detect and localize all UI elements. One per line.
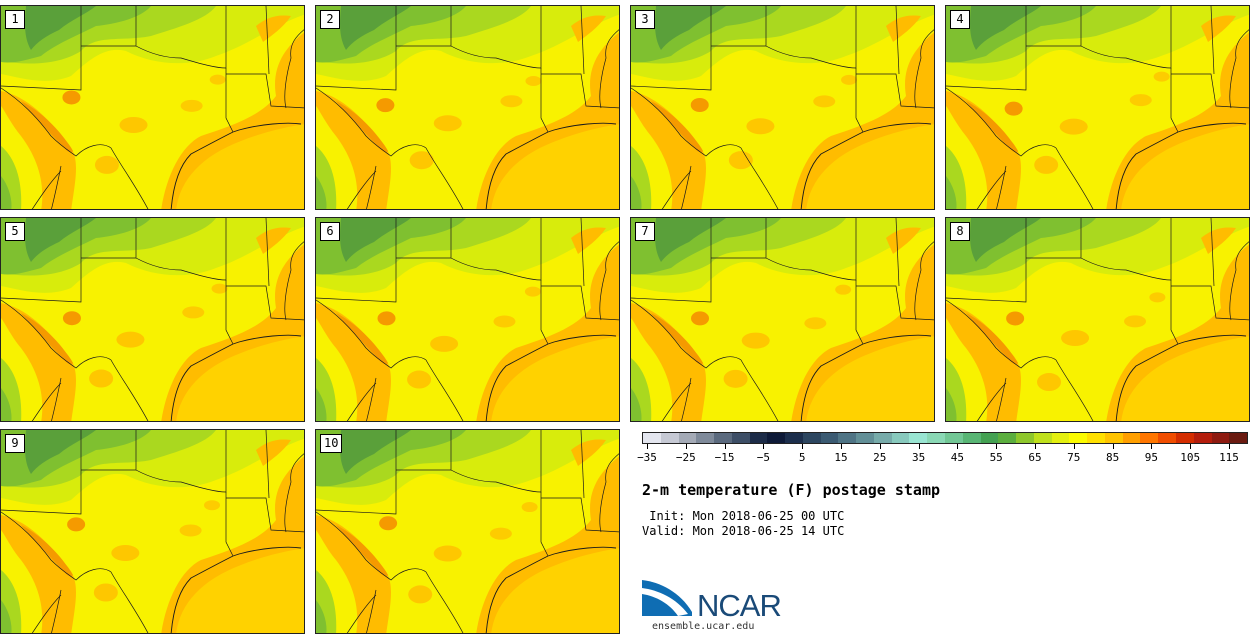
ensemble-member-map-3: 3 — [630, 5, 935, 210]
colorbar-swatch — [1033, 433, 1052, 443]
colorbar-tick — [1190, 444, 1192, 449]
colorbar-tick — [918, 444, 920, 449]
colorbar-swatch — [820, 433, 839, 443]
member-number-label: 7 — [635, 222, 655, 241]
member-number-label: 9 — [5, 434, 25, 453]
colorbar-swatch — [749, 433, 768, 443]
ncar-wordmark: NCAR — [697, 588, 782, 623]
colorbar-swatch — [980, 433, 999, 443]
colorbar-swatch — [802, 433, 821, 443]
colorbar-tick — [1073, 444, 1075, 449]
colorbar-tick-label: 105 — [1180, 451, 1201, 464]
colorbar-tick-label: 55 — [989, 451, 1003, 464]
colorbar-tick — [1112, 444, 1114, 449]
colorbar-tick-label: 35 — [911, 451, 926, 464]
member-number-label: 6 — [320, 222, 340, 241]
colorbar-tick — [724, 444, 726, 449]
colorbar-tick — [1151, 444, 1153, 449]
colorbar-swatch — [945, 433, 963, 443]
colorbar-swatch — [1069, 433, 1088, 443]
colorbar-swatch — [1229, 433, 1248, 443]
ensemble-member-map-5: 5 — [0, 217, 305, 422]
colorbar-swatch — [856, 433, 874, 443]
colorbar-swatch — [714, 433, 732, 443]
colorbar-tick-label: 115 — [1219, 451, 1239, 464]
ensemble-member-map-6: 6 — [315, 217, 620, 422]
member-number-label: 8 — [950, 222, 970, 241]
ncar-swoosh-icon — [642, 580, 692, 616]
member-number-label: 1 — [5, 10, 25, 29]
ensemble-member-map-9: 9 — [0, 429, 305, 634]
member-number-label: 4 — [950, 10, 970, 29]
colorbar-swatch — [1140, 433, 1159, 443]
colorbar-tick — [841, 444, 842, 449]
colorbar-tick-label: 65 — [1028, 451, 1042, 464]
member-number-label: 3 — [635, 10, 655, 29]
colorbar-swatch — [1087, 433, 1105, 443]
ensemble-member-map-8: 8 — [945, 217, 1250, 422]
colorbar-tick — [1229, 444, 1230, 449]
colorbar-swatch — [1122, 433, 1141, 443]
figure-title: 2-m temperature (F) postage stamp — [642, 481, 941, 499]
colorbar-tick-label: −15 — [714, 451, 735, 464]
colorbar-tick — [802, 444, 804, 449]
colorbar-tick — [763, 444, 765, 449]
member-number-label: 10 — [320, 434, 343, 453]
colorbar-tick-label: 5 — [798, 451, 806, 464]
colorbar-swatch — [1016, 433, 1034, 443]
colorbar-swatch — [643, 433, 661, 443]
colorbar-swatch — [660, 433, 679, 443]
colorbar-tick-label: 15 — [834, 451, 848, 464]
colorbar-swatch — [1051, 433, 1070, 443]
colorbar-tick-label: 25 — [873, 451, 887, 464]
colorbar-tick-label: 75 — [1067, 451, 1081, 464]
colorbar-swatch — [909, 433, 928, 443]
colorbar-swatch — [678, 433, 697, 443]
colorbar-swatch — [1158, 433, 1176, 443]
colorbar-tick-label: −5 — [756, 451, 771, 464]
valid-time: Valid: Mon 2018-06-25 14 UTC — [642, 524, 845, 538]
colorbar-tick-label: −25 — [675, 451, 696, 464]
colorbar-swatch — [927, 433, 946, 443]
colorbar-swatch — [873, 433, 892, 443]
colorbar-tick-label: 45 — [950, 451, 965, 464]
colorbar-swatch — [1104, 433, 1123, 443]
ensemble-member-map-10: 10 — [315, 429, 620, 634]
colorbar-tick — [996, 444, 998, 449]
ensemble-member-map-1: 1 — [0, 5, 305, 210]
member-number-label: 2 — [320, 10, 340, 29]
init-time: Init: Mon 2018-06-25 00 UTC — [642, 509, 845, 523]
colorbar-tick — [647, 444, 648, 449]
colorbar-swatch — [696, 433, 715, 443]
logo-url: ensemble.ucar.edu — [652, 621, 755, 632]
colorbar-swatch — [731, 433, 750, 443]
colorbar-tick — [879, 444, 881, 449]
member-number-label: 5 — [5, 222, 25, 241]
colorbar-swatch — [998, 433, 1017, 443]
ensemble-member-map-4: 4 — [945, 5, 1250, 210]
colorbar-swatch — [767, 433, 786, 443]
colorbar-tick-label: 95 — [1144, 451, 1159, 464]
colorbar-swatch — [962, 433, 981, 443]
colorbar-swatch — [1211, 433, 1230, 443]
ensemble-member-map-2: 2 — [315, 5, 620, 210]
colorbar-tick-label: 85 — [1105, 451, 1120, 464]
ensemble-member-map-7: 7 — [630, 217, 935, 422]
colorbar-swatch — [1175, 433, 1194, 443]
colorbar-tick — [957, 444, 959, 449]
colorbar-tick — [1035, 444, 1036, 449]
colorbar-ticks: −35 −25 −15 −5 5 15 25 35 45 55 65 75 85 95 105 115 — [637, 444, 1248, 468]
colorbar-swatch — [838, 433, 857, 443]
colorbar-tick-label: −35 — [637, 451, 657, 464]
ncar-logo: NCAR ensemble.ucar.edu — [642, 578, 802, 632]
colorbar-swatch — [1193, 433, 1212, 443]
temperature-colorbar — [642, 432, 1248, 444]
colorbar-swatch — [785, 433, 803, 443]
colorbar-tick — [685, 444, 687, 449]
colorbar-swatch — [891, 433, 910, 443]
